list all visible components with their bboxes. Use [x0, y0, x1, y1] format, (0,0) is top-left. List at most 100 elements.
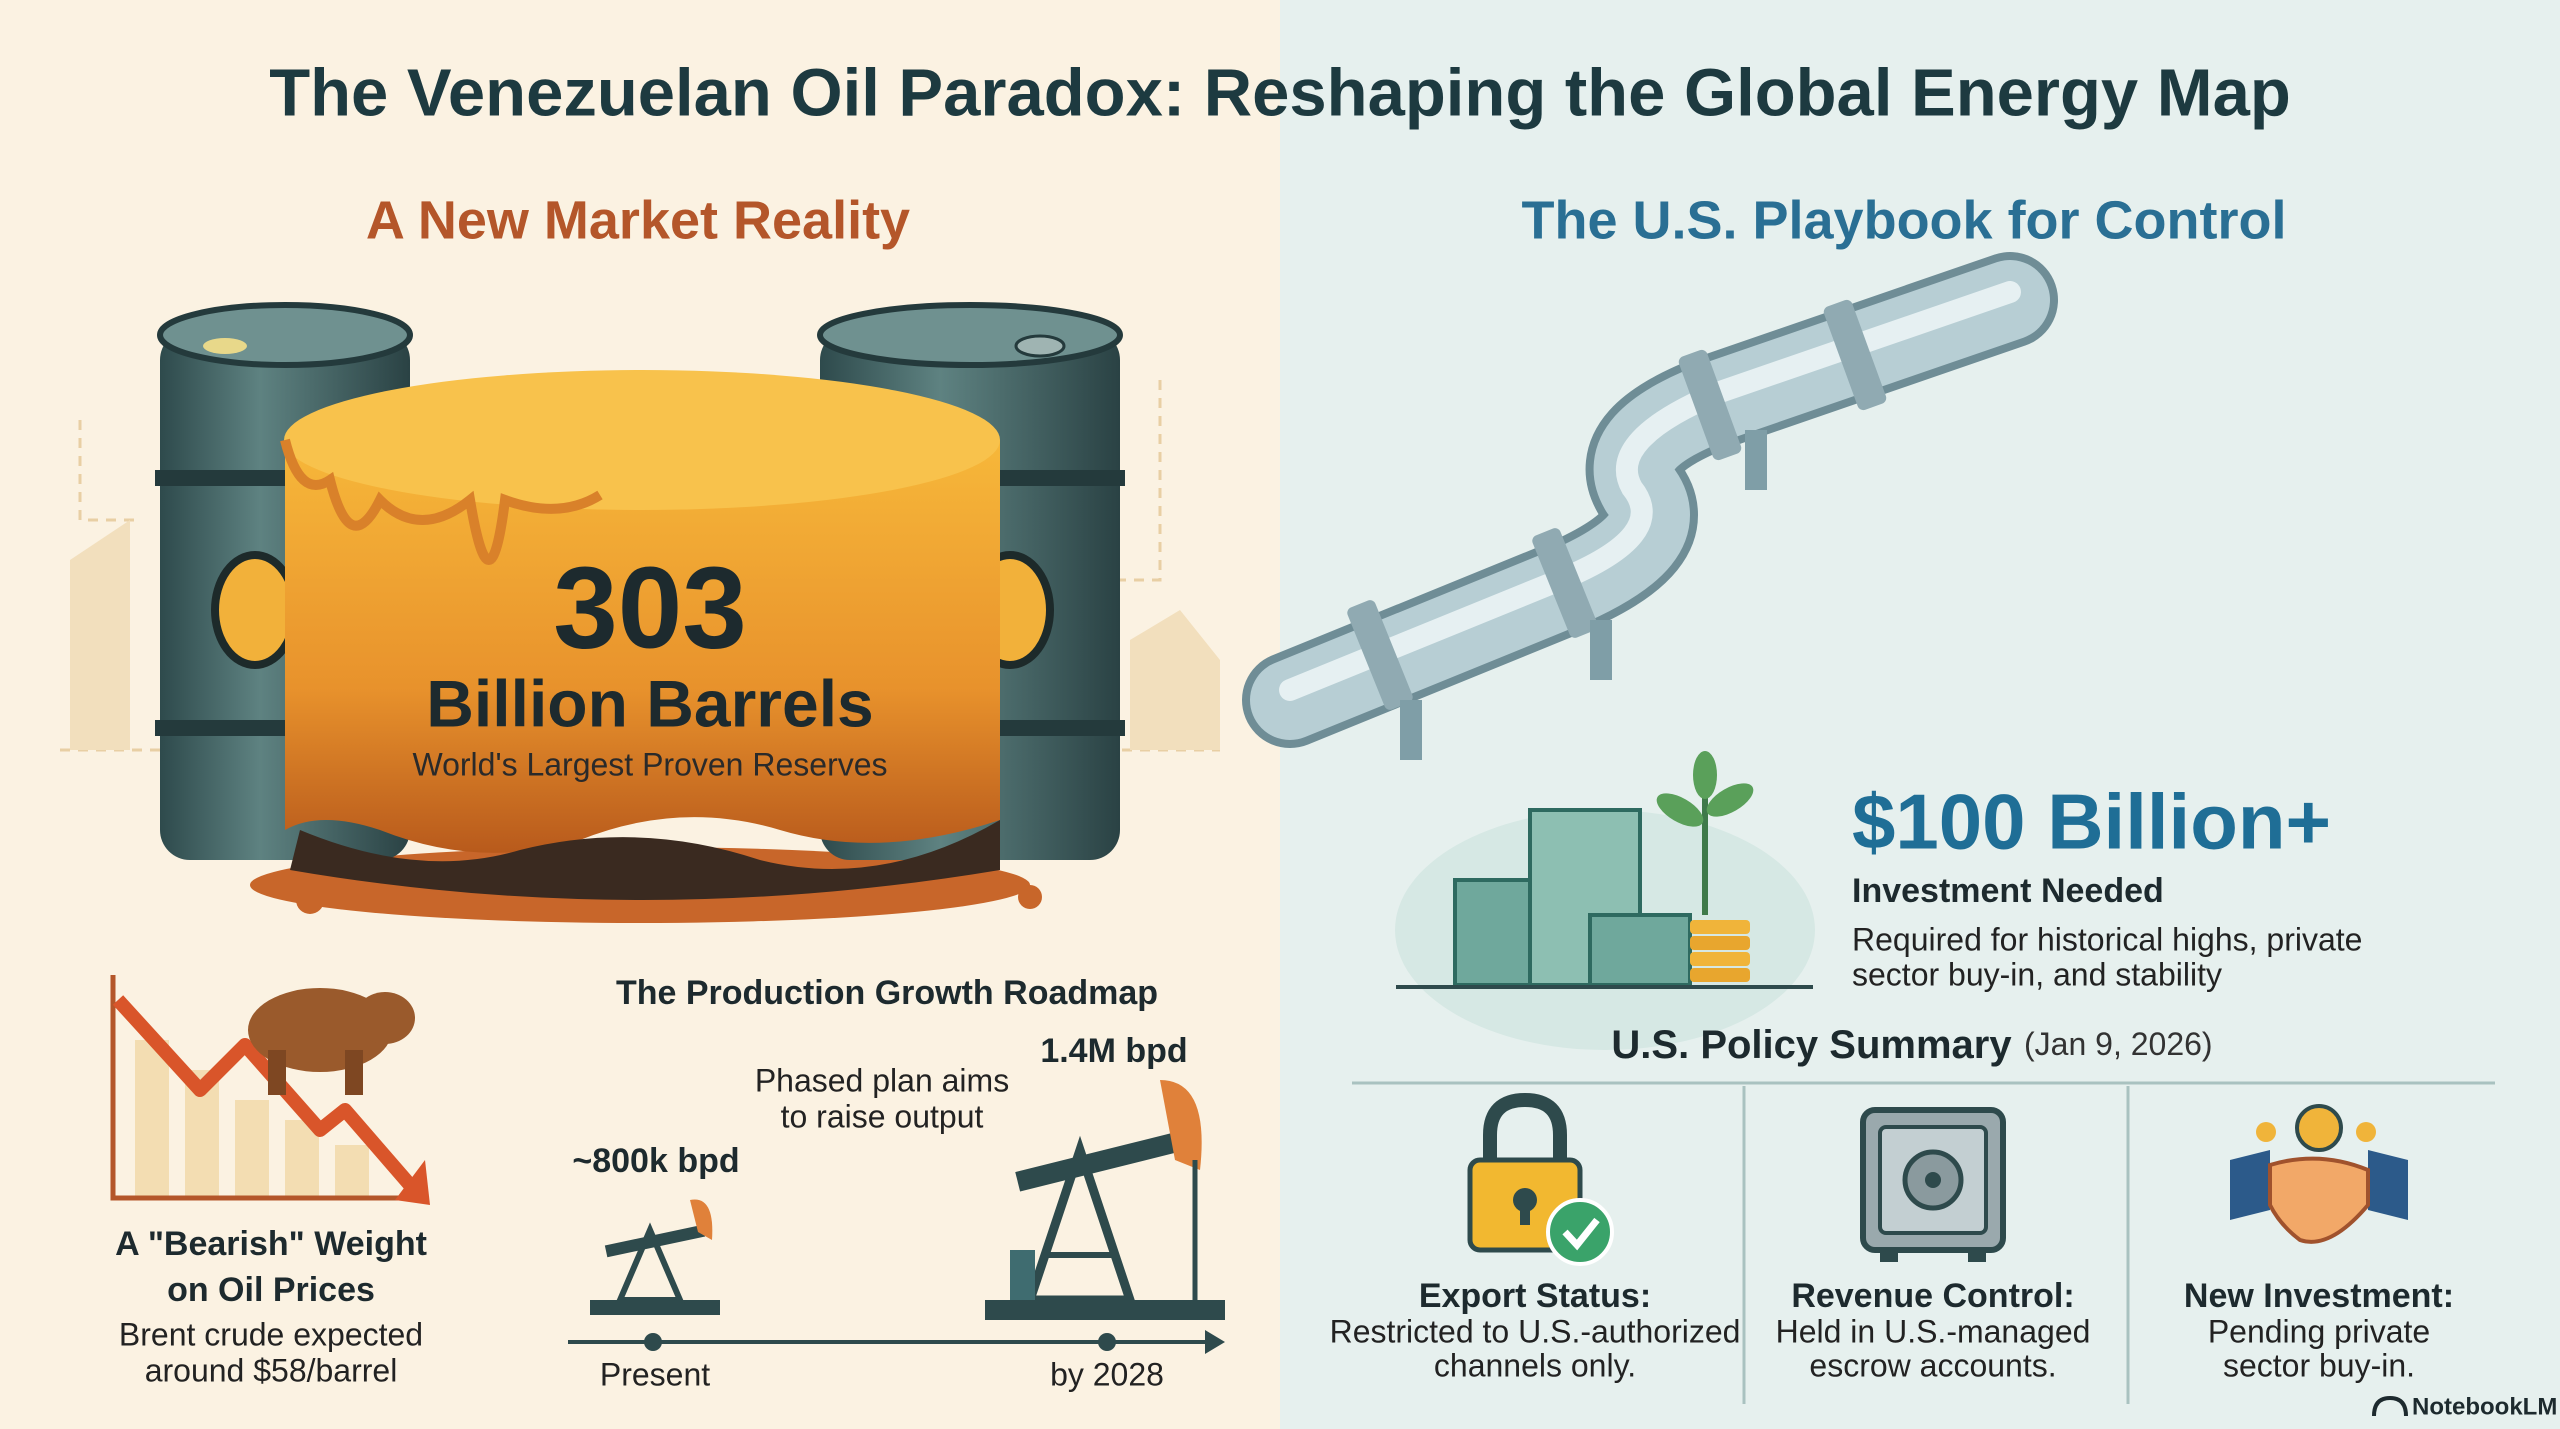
handshake-icon-part: [2295, 1104, 2343, 1152]
lock-icon-part: [1520, 1200, 1530, 1225]
investment-text: Required for historical highs, private: [1852, 921, 2362, 957]
investment-illustration-part: [1706, 783, 1754, 817]
lock-icon: [1467, 1092, 1614, 1266]
investment-illustration-part: [1690, 952, 1750, 966]
pump-jacks-illustration-part: [590, 1300, 720, 1315]
safe-icon-part: [1968, 1250, 1986, 1262]
pipeline-illustration-part: [1678, 349, 1742, 461]
pipeline-illustration-part: [1745, 430, 1767, 490]
roadmap-title: The Production Growth Roadmap: [616, 974, 1158, 1012]
bear-chart-illustration-part: [335, 1145, 369, 1198]
brand: NotebookLM: [2412, 1393, 2557, 1420]
roadmap-axis-part: [1205, 1330, 1225, 1354]
pump-jacks-illustration-part: [615, 1222, 685, 1303]
handshake-icon-part: [2368, 1150, 2408, 1220]
investment-illustration-part: [1656, 793, 1704, 827]
roadmap-start-label: ~800k bpd: [572, 1142, 739, 1180]
decor-lines-part: [78, 420, 140, 522]
bear-chart-illustration-part: [268, 1050, 286, 1095]
investment-text: sector buy-in, and stability: [1852, 956, 2222, 992]
handshake-icon-part: [2356, 1122, 2376, 1142]
title: The Venezuelan Oil Paradox: Reshaping th…: [269, 56, 2291, 131]
reserves-unit: Billion Barrels: [426, 666, 873, 740]
oil-barrels-illustration-part: [280, 438, 603, 565]
pipeline-illustration-part: [1279, 281, 2021, 701]
pump-jacks-illustration-part: [1015, 1128, 1195, 1192]
pipeline-illustration-part: [1347, 600, 1413, 710]
pump-jacks-illustration: [590, 1080, 1225, 1320]
reserves-caption: World's Largest Proven Reserves: [412, 746, 887, 782]
policy-item-label: New Investment:: [2184, 1277, 2454, 1315]
decor-lines-part: [1130, 610, 1220, 750]
investment-illustration-part: [1690, 920, 1750, 934]
policy-item-text: channels only.: [1434, 1347, 1636, 1383]
bear-chart-illustration-part: [135, 1040, 169, 1198]
handshake-icon-part: [2230, 1150, 2270, 1220]
pump-jacks-illustration-part: [1010, 1250, 1035, 1300]
pump-jacks-illustration-part: [1160, 1080, 1202, 1170]
bearish-text: around $58/barrel: [145, 1352, 398, 1388]
handshake-icon: [2230, 1104, 2408, 1244]
bearish-title: on Oil Prices: [167, 1271, 375, 1309]
oil-barrels-illustration: [155, 302, 1125, 923]
bear-chart-illustration-part: [110, 975, 428, 1201]
left-heading: A New Market Reality: [366, 190, 910, 250]
oil-barrels-illustration-part: [1018, 885, 1042, 909]
investment-illustration-part: [1690, 936, 1750, 950]
bear-chart-illustration: [110, 975, 430, 1205]
brand-mark: [2372, 1395, 2408, 1417]
pipeline-illustration-part: [1823, 299, 1887, 411]
oil-barrels-illustration-part: [211, 551, 299, 669]
bear-chart-illustration-part: [395, 1160, 430, 1205]
policy-item-text: escrow accounts.: [1809, 1347, 2056, 1383]
pipeline-illustration-part: [1400, 700, 1422, 760]
handshake-icon-part: [2256, 1122, 2276, 1142]
policy-item-label: Revenue Control:: [1791, 1277, 2074, 1315]
safe-icon-part: [1925, 1172, 1941, 1188]
lock-icon-part: [1562, 1217, 1600, 1251]
roadmap-axis-label: by 2028: [1050, 1356, 1164, 1392]
oil-barrels-illustration-part: [203, 338, 247, 354]
roadmap-axis-part: [644, 1333, 662, 1351]
policy-item-text: sector buy-in.: [2223, 1347, 2415, 1383]
roadmap-end-label: 1.4M bpd: [1040, 1032, 1187, 1070]
pipeline-illustration-part: [1590, 620, 1612, 680]
lock-icon-part: [1546, 1198, 1614, 1266]
policy-item-text: Restricted to U.S.-authorized: [1330, 1313, 1741, 1349]
safe-icon: [1860, 1107, 2006, 1262]
pump-jacks-illustration-part: [1023, 1135, 1137, 1305]
roadmap-axis-part: [1098, 1333, 1116, 1351]
investment-illustration-part: [1588, 913, 1692, 987]
investment-illustration-part: [1690, 968, 1750, 982]
policy-date: (Jan 9, 2026): [2024, 1026, 2213, 1062]
investment-amount: $100 Billion+: [1852, 778, 2331, 866]
policy-title: U.S. Policy Summary: [1611, 1023, 2012, 1067]
investment-label: Investment Needed: [1852, 872, 2164, 910]
bear-chart-illustration-part: [235, 1100, 269, 1198]
pipeline-illustration-part: [1532, 528, 1598, 638]
oil-barrels-illustration-part: [285, 440, 1000, 853]
oil-barrels-illustration-part: [1014, 334, 1066, 358]
pump-jacks-illustration-part: [604, 1224, 706, 1258]
bear-chart-illustration-part: [345, 1050, 363, 1095]
oil-barrels-illustration-part: [290, 820, 1000, 900]
pump-jacks-illustration-part: [690, 1199, 713, 1240]
roadmap-axis: [568, 1330, 1225, 1354]
bearish-text: Brent crude expected: [119, 1316, 423, 1352]
policy-dividers: [1352, 1081, 2495, 1404]
lock-icon-part: [1483, 1092, 1567, 1165]
investment-illustration: [1395, 751, 1815, 1050]
oil-barrels-illustration-part: [296, 886, 324, 914]
roadmap-note: to raise output: [781, 1098, 984, 1134]
brand-mark-part: [2372, 1395, 2408, 1417]
roadmap-note: Phased plan aims: [755, 1062, 1009, 1098]
oil-barrels-illustration-part: [284, 370, 1000, 510]
oil-barrels-illustration-part: [157, 302, 413, 368]
roadmap-axis-label: Present: [600, 1356, 710, 1392]
policy-item-text: Pending private: [2208, 1313, 2430, 1349]
policy-item-text: Held in U.S.-managed: [1776, 1313, 2091, 1349]
policy-heading: U.S. Policy Summary (Jan 9, 2026): [1611, 1023, 2212, 1067]
